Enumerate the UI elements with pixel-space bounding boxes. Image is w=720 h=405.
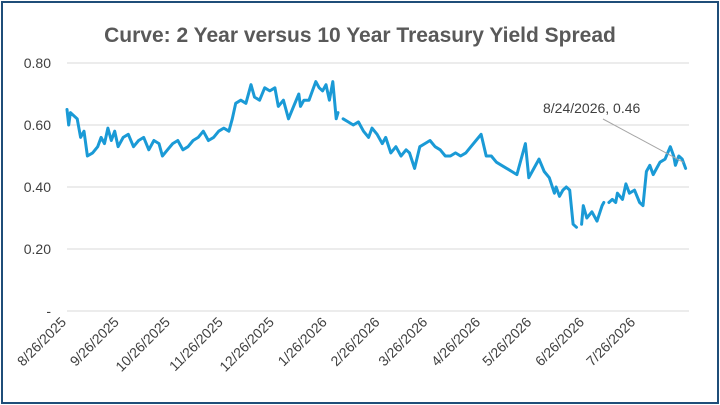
y-tick-label: 0.40 xyxy=(24,179,51,195)
annotation-leader-line xyxy=(602,118,684,163)
annotation-label: 8/24/2026, 0.46 xyxy=(543,100,641,116)
x-tick-label: 4/26/2026 xyxy=(428,314,484,370)
x-axis-ticks: 8/26/20259/26/202510/26/202511/26/202512… xyxy=(14,314,639,375)
x-tick-label: 8/26/2025 xyxy=(14,314,70,370)
series-line xyxy=(65,80,340,158)
y-axis-ticks: - 0.20 0.40 0.60 0.80 xyxy=(24,55,52,319)
x-tick-label: 5/26/2026 xyxy=(479,314,535,370)
chart-title: Curve: 2 Year versus 10 Year Treasury Yi… xyxy=(104,24,616,47)
series-line xyxy=(341,117,578,229)
x-tick-label: 6/26/2026 xyxy=(532,314,588,370)
x-tick-label: 1/26/2026 xyxy=(274,314,330,370)
y-tick-label: - xyxy=(46,303,51,319)
x-tick-label: 2/26/2026 xyxy=(327,314,383,370)
x-tick-label: 3/26/2026 xyxy=(375,314,431,370)
x-tick-label: 7/26/2026 xyxy=(583,314,639,370)
x-tick-label: 12/26/2025 xyxy=(216,314,277,375)
y-tick-label: 0.60 xyxy=(24,117,51,133)
y-tick-label: 0.20 xyxy=(24,241,51,257)
series-line-group xyxy=(65,80,688,229)
series-line xyxy=(580,201,606,226)
grid-lines xyxy=(67,62,689,312)
x-tick-label: 10/26/2025 xyxy=(112,314,173,375)
series-line xyxy=(607,145,688,208)
y-tick-label: 0.80 xyxy=(24,55,51,71)
chart-svg: Curve: 2 Year versus 10 Year Treasury Yi… xyxy=(14,24,689,375)
